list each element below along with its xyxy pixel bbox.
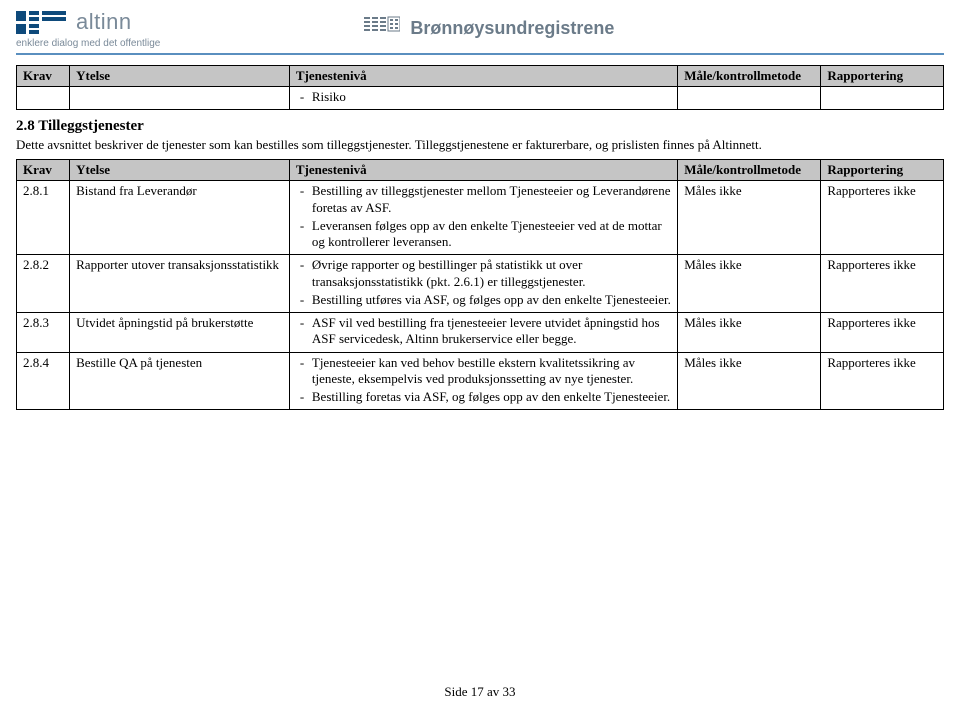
bullet-item: ASF vil ved bestilling fra tjenesteeier … [296, 315, 671, 348]
table-top: Krav Ytelse Tjenestenivå Måle/kontrollme… [16, 65, 944, 110]
cell-krav [17, 87, 70, 110]
col-krav: Krav [17, 66, 70, 87]
bullet-item: Øvrige rapporter og bestillinger på stat… [296, 257, 671, 290]
cell-male: Måles ikke [678, 255, 821, 313]
bullet-item: Bestilling utføres via ASF, og følges op… [296, 292, 671, 308]
cell-ytelse [70, 87, 290, 110]
cell-tjen: Risiko [289, 87, 677, 110]
cell-rapp: Rapporteres ikke [821, 255, 944, 313]
bronnoysund-mark-icon [364, 15, 400, 43]
bullet-item: Leveransen følges opp av den enkelte Tje… [296, 218, 671, 251]
section-intro: Dette avsnittet beskriver de tjenester s… [16, 137, 944, 153]
cell-male: Måles ikke [678, 352, 821, 410]
bullet-item: Risiko [296, 89, 671, 105]
col-ytelse: Ytelse [70, 66, 290, 87]
bronnoysund-brand-text: Brønnøysundregistrene [410, 18, 614, 39]
page-footer: Side 17 av 33 [0, 684, 960, 700]
col-male: Måle/kontrollmetode [678, 66, 821, 87]
table-row: 2.8.2Rapporter utover transaksjonsstatis… [17, 255, 944, 313]
cell-male: Måles ikke [678, 313, 821, 353]
section-heading: 2.8 Tilleggstjenester [16, 118, 944, 135]
cell-rapp [821, 87, 944, 110]
bullet-item: Bestilling foretas via ASF, og følges op… [296, 389, 671, 405]
table-header-row: Krav Ytelse Tjenestenivå Måle/kontrollme… [17, 66, 944, 87]
col-ytelse: Ytelse [70, 160, 290, 181]
cell-ytelse: Utvidet åpningstid på brukerstøtte [70, 313, 290, 353]
col-tjenesteniva: Tjenestenivå [289, 66, 677, 87]
altinn-brand-text: altinn [76, 9, 132, 35]
cell-krav: 2.8.3 [17, 313, 70, 353]
cell-rapp: Rapporteres ikke [821, 313, 944, 353]
cell-tjen: Bestilling av tilleggstjenester mellom T… [289, 181, 677, 255]
altinn-logo: altinn enklere dialog med det offentlige [16, 8, 160, 49]
cell-ytelse: Bestille QA på tjenesten [70, 352, 290, 410]
table-tilleggstjenester: Krav Ytelse Tjenestenivå Måle/kontrollme… [16, 159, 944, 410]
cell-krav: 2.8.4 [17, 352, 70, 410]
table-row: 2.8.1Bistand fra LeverandørBestilling av… [17, 181, 944, 255]
table-header-row: Krav Ytelse Tjenestenivå Måle/kontrollme… [17, 160, 944, 181]
col-rapportering: Rapportering [821, 66, 944, 87]
col-krav: Krav [17, 160, 70, 181]
altinn-tagline: enklere dialog med det offentlige [16, 38, 160, 49]
page-header: altinn enklere dialog med det offentlige… [16, 8, 944, 55]
cell-male: Måles ikke [678, 181, 821, 255]
col-rapportering: Rapportering [821, 160, 944, 181]
cell-rapp: Rapporteres ikke [821, 181, 944, 255]
cell-rapp: Rapporteres ikke [821, 352, 944, 410]
table-row: Risiko [17, 87, 944, 110]
col-tjenesteniva: Tjenestenivå [289, 160, 677, 181]
cell-tjen: ASF vil ved bestilling fra tjenesteeier … [289, 313, 677, 353]
table-row: 2.8.3Utvidet åpningstid på brukerstøtteA… [17, 313, 944, 353]
bullet-item: Bestilling av tilleggstjenester mellom T… [296, 183, 671, 216]
cell-male [678, 87, 821, 110]
col-male: Måle/kontrollmetode [678, 160, 821, 181]
altinn-mark-icon [16, 8, 68, 36]
cell-ytelse: Rapporter utover transaksjonsstatistikk [70, 255, 290, 313]
table-row: 2.8.4Bestille QA på tjenestenTjenesteeie… [17, 352, 944, 410]
bullet-item: Tjenesteeier kan ved behov bestille ekst… [296, 355, 671, 388]
cell-ytelse: Bistand fra Leverandør [70, 181, 290, 255]
cell-krav: 2.8.1 [17, 181, 70, 255]
cell-tjen: Tjenesteeier kan ved behov bestille ekst… [289, 352, 677, 410]
cell-tjen: Øvrige rapporter og bestillinger på stat… [289, 255, 677, 313]
cell-krav: 2.8.2 [17, 255, 70, 313]
bronnoysund-logo: Brønnøysundregistrene [364, 15, 614, 43]
